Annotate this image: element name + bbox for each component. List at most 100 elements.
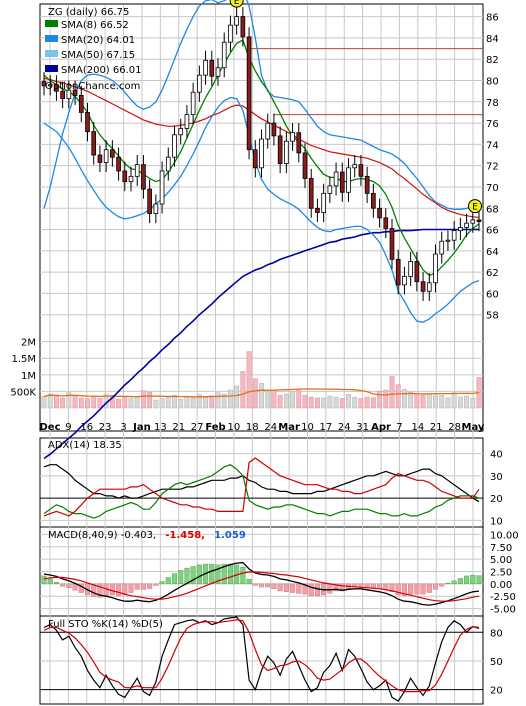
macd-histogram-bar (277, 583, 283, 592)
legend-sma8: SMA(8) 66.52 (61, 20, 129, 31)
candle-up (408, 261, 413, 277)
macd-histogram-bar (383, 583, 389, 590)
volume-bar (464, 395, 469, 409)
price-tick-label: 86 (486, 13, 499, 24)
volume-bar (190, 397, 196, 409)
volume-bar (184, 396, 190, 409)
candle-down (389, 228, 395, 260)
volume-tick-label: 1.5M (11, 354, 36, 365)
candle-down (308, 178, 314, 209)
volume-bar (246, 351, 252, 409)
candle-up (451, 230, 457, 241)
candle-down (383, 217, 389, 229)
macd-histogram-bar (470, 574, 476, 585)
macd-value-blue: 1.059 (214, 530, 246, 541)
x-tick-label: Feb (205, 422, 225, 433)
volume-bar (72, 395, 78, 409)
chart-title: ZG (daily) 66.75 (48, 7, 129, 18)
candle-up (228, 24, 233, 43)
macd-histogram-bar (395, 583, 401, 596)
macd-histogram-bar (122, 583, 128, 596)
volume-bar (203, 396, 208, 409)
x-tick-label: Dec (39, 422, 60, 433)
volume-bar (321, 397, 327, 409)
price-tick-label: 72 (486, 162, 499, 173)
volume-bar (240, 371, 246, 409)
earnings-marker (229, 0, 244, 8)
volume-bar (383, 389, 389, 409)
sto-d-line (43, 619, 480, 693)
minus-di-line (43, 457, 480, 517)
volume-bar (402, 389, 407, 409)
candle-up (352, 164, 358, 169)
sto-title: Full STO %K(14) %D(5) (48, 619, 163, 630)
macd-tick-label: 7.50 (490, 543, 512, 554)
macd-histogram-bar (314, 583, 320, 596)
macd-histogram-bar (358, 583, 364, 587)
candle-down (252, 149, 258, 169)
candle-down (277, 135, 283, 164)
candle-up (234, 16, 239, 26)
x-tick-label: 13 (154, 422, 167, 433)
macd-histogram-bar (271, 583, 277, 589)
macd-histogram-bar (451, 580, 457, 585)
candle-up (197, 74, 202, 93)
price-tick-label: 84 (486, 34, 499, 45)
volume-bar (41, 396, 47, 409)
x-tick-label: 10 (301, 422, 314, 433)
candle-up (333, 171, 339, 187)
volume-bar (346, 394, 351, 409)
macd-line (43, 561, 480, 606)
price-tick-label: 64 (486, 247, 499, 258)
x-tick-label: 31 (356, 422, 369, 433)
macd-histogram-bar (464, 575, 470, 585)
price-tick-label: 80 (486, 77, 499, 88)
candle-up (464, 222, 469, 228)
legend-sma200: SMA(200) 66.01 (61, 65, 142, 76)
volume-bar (165, 396, 171, 409)
volume-bar (221, 393, 227, 409)
x-tick-label: 16 (80, 422, 93, 433)
candle-down (246, 36, 252, 151)
candle-up (426, 282, 432, 292)
legend-swatch-sma50 (45, 50, 58, 57)
volume-bar (215, 392, 221, 409)
volume-bar (60, 397, 66, 409)
macd-histogram-bar (401, 583, 407, 596)
sma50-line (43, 77, 480, 218)
candle-down (315, 207, 320, 213)
volume-bar (116, 399, 121, 409)
macd-histogram-bar (339, 583, 345, 592)
candle-up (265, 122, 271, 140)
macd-histogram-bar (41, 575, 47, 585)
candle-down (358, 164, 364, 177)
price-tick-label: 82 (486, 55, 499, 66)
volume-bar (290, 391, 295, 409)
volume-tick-label: 1M (21, 371, 36, 382)
price-tick-label: 60 (486, 289, 499, 300)
candle-up (458, 227, 463, 232)
macd-histogram-bar (97, 583, 103, 598)
candle-up (190, 91, 196, 115)
macd-histogram-bar (91, 583, 97, 597)
x-tick-label: Mar (278, 422, 300, 433)
volume-bar (358, 398, 364, 409)
macd-legend: MACD(8,40,9) -0.403, -1.458, 1.059 (48, 530, 246, 541)
x-tick-label: 9 (65, 422, 71, 433)
volume-average-line (43, 388, 480, 398)
candle-down (141, 164, 146, 190)
volume-bar (271, 389, 277, 409)
macd-histogram-bar (47, 578, 53, 585)
macd-histogram-bar (426, 583, 432, 593)
volume-bar (228, 389, 233, 409)
candle-down (364, 175, 370, 194)
candle-down (116, 156, 121, 172)
macd-histogram-bar (258, 583, 265, 588)
macd-histogram-bar (420, 583, 426, 595)
volume-bar (78, 397, 84, 409)
macd-histogram-bar (308, 583, 314, 596)
candle-up (215, 67, 221, 77)
candle-down (209, 59, 215, 77)
macd-histogram-bar (439, 583, 445, 587)
candle-down (371, 192, 376, 209)
